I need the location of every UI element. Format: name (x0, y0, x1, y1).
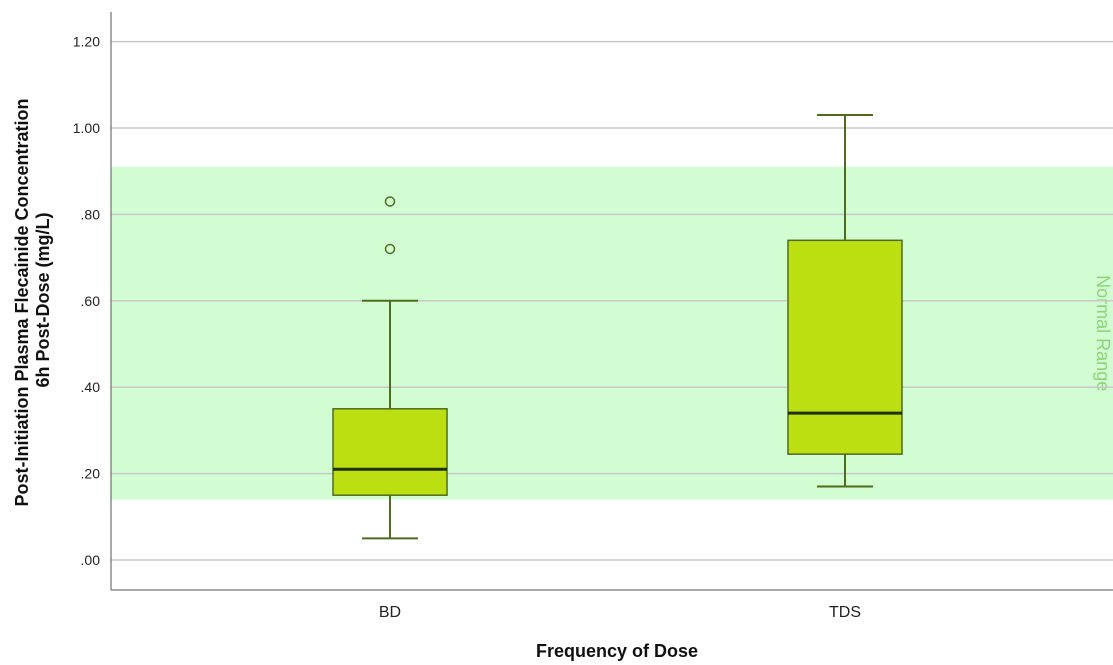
box-tds (787, 114, 903, 488)
x-axis-title: Frequency of Dose (536, 641, 698, 661)
x-tick-label: BD (379, 604, 401, 621)
reference-band (111, 166, 1113, 500)
gridlines (111, 40, 1113, 561)
axes: .00 .20 .40 .60 .80 1.00 1.20 BD TDS (73, 12, 1113, 621)
y-axis-title-line-1: Post-Initiation Plasma Flecainide Concen… (12, 98, 32, 506)
y-tick-label: .80 (81, 206, 101, 222)
y-tick-label: 1.20 (73, 34, 100, 50)
y-tick-label: 1.00 (73, 120, 100, 136)
y-axis-title-line-2: 6h Post-Dose (mg/L) (33, 212, 53, 387)
box-bd (332, 196, 448, 540)
box-iqr (787, 239, 903, 455)
outlier-point (384, 196, 396, 207)
y-tick-label: .20 (81, 466, 101, 482)
outlier-point (384, 243, 396, 255)
labels: Frequency of Dose Post-Initiation Plasma… (12, 93, 698, 661)
y-tick-label: .60 (81, 293, 101, 309)
y-tick-label: .00 (81, 552, 101, 568)
x-tick-label: TDS (829, 604, 861, 621)
boxes (332, 114, 903, 540)
box-iqr (332, 408, 448, 496)
reference-band-label: Normal Range (1093, 275, 1113, 391)
y-axis-title: Post-Initiation Plasma Flecainide Concen… (12, 93, 53, 506)
y-tick-label: .40 (81, 379, 101, 395)
reference-band-layer: Normal Range (111, 166, 1113, 500)
